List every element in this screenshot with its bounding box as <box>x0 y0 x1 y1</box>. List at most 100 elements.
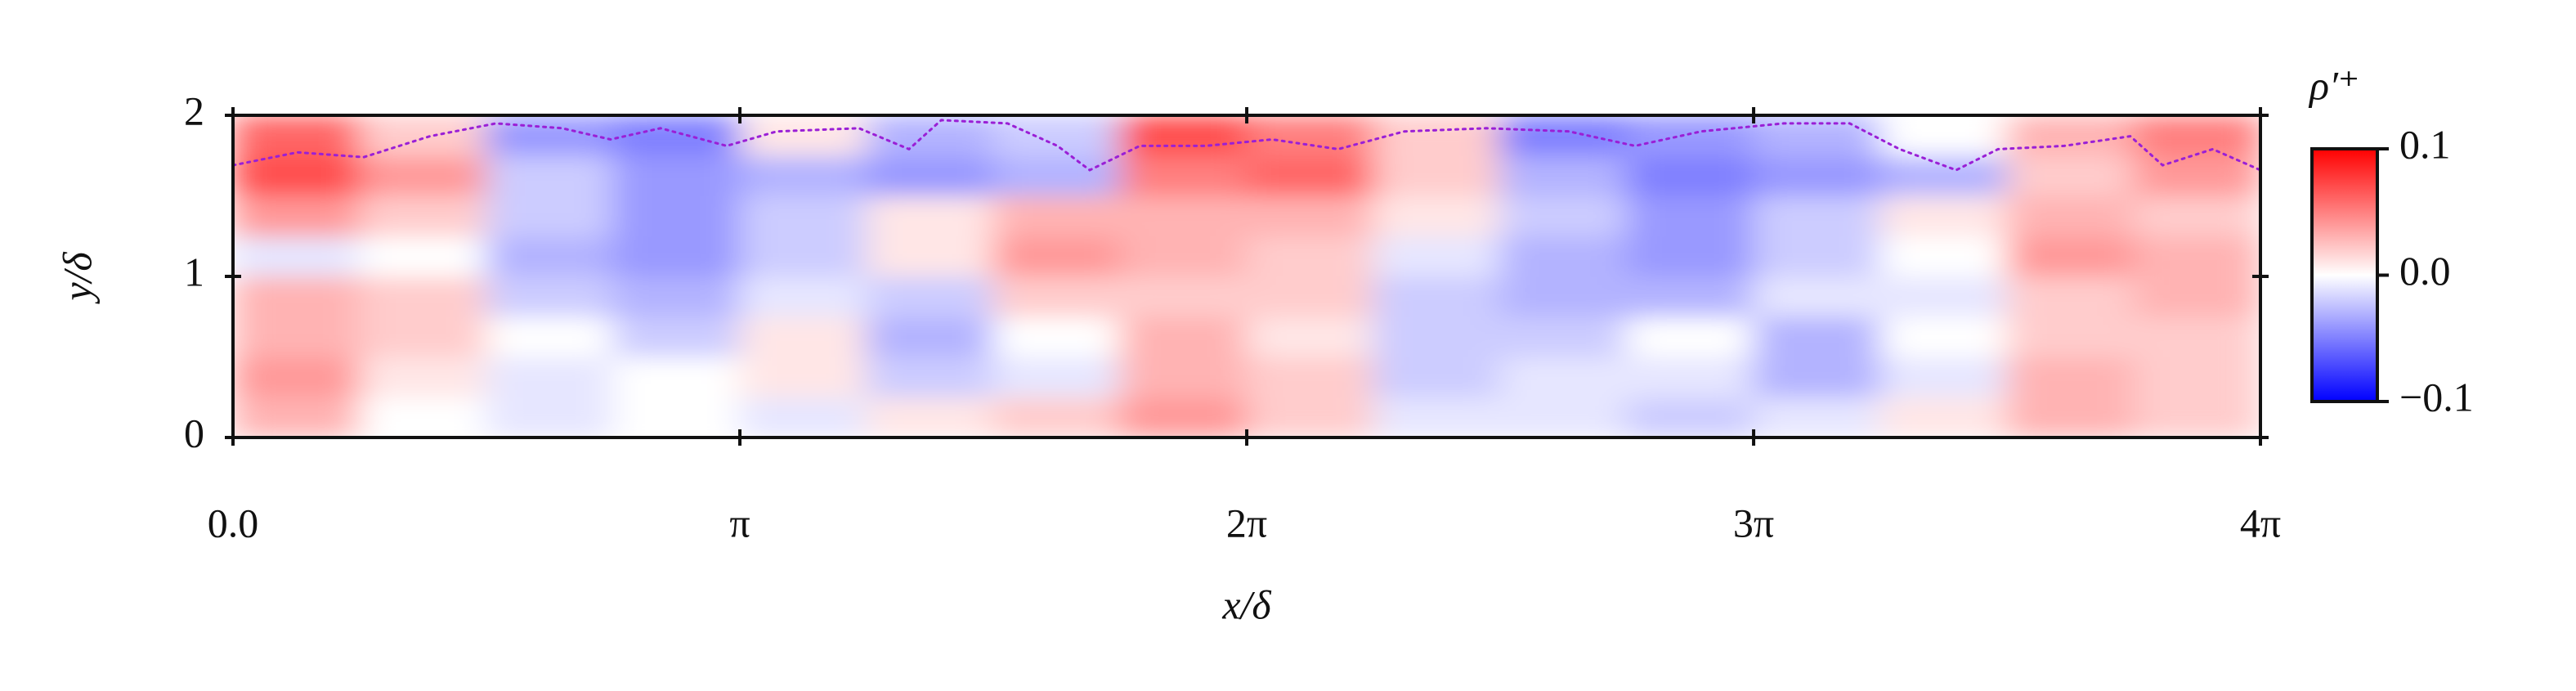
heat-cell <box>1499 115 1628 156</box>
heat-cell <box>992 276 1121 317</box>
heat-cell <box>359 195 487 237</box>
heat-cell <box>1879 397 2008 437</box>
heat-cell <box>1246 115 1374 156</box>
heat-cell <box>486 276 614 317</box>
heat-cell <box>1373 236 1501 277</box>
heat-cell <box>1119 236 1248 277</box>
heat-cell <box>2133 316 2260 357</box>
heat-cell <box>1373 276 1501 317</box>
heat-cell <box>1119 276 1248 317</box>
heat-cell <box>1246 357 1374 398</box>
heat-cell <box>992 316 1121 357</box>
heat-cell <box>2006 397 2135 437</box>
heat-cell <box>1499 195 1628 237</box>
heat-cell <box>992 195 1121 237</box>
heat-cell <box>486 155 614 196</box>
heat-cell <box>1246 276 1374 317</box>
heat-cell <box>1626 357 1754 398</box>
heat-cell <box>2133 397 2260 437</box>
heat-cell <box>1753 276 1881 317</box>
heat-cell <box>2006 115 2135 156</box>
heat-cell <box>1753 316 1881 357</box>
heat-cell <box>1373 397 1501 437</box>
heat-cell <box>359 397 487 437</box>
heat-cell <box>1373 357 1501 398</box>
heat-cell <box>1119 155 1248 196</box>
heat-cell <box>1373 155 1501 196</box>
y-axis-label: y/δ <box>54 252 100 305</box>
heat-cell <box>2133 155 2260 196</box>
heat-cell <box>866 397 994 437</box>
heat-cell <box>2006 155 2135 196</box>
heat-cell <box>1879 236 2008 277</box>
heat-cell <box>992 236 1121 277</box>
heat-cell <box>992 155 1121 196</box>
heat-cell <box>1753 397 1881 437</box>
heat-cell <box>612 236 741 277</box>
heat-cell <box>1753 195 1881 237</box>
heat-cell <box>612 276 741 317</box>
heat-cell <box>233 115 361 156</box>
heat-cell <box>1246 316 1374 357</box>
heat-cell <box>359 155 487 196</box>
heat-cell <box>866 115 994 156</box>
heatmap <box>233 115 2260 437</box>
x-tick-label: 4π <box>2240 500 2281 545</box>
heat-cell <box>486 316 614 357</box>
colorbar <box>2310 147 2379 403</box>
y-tick-label: 2 <box>184 87 204 133</box>
heat-cell <box>992 115 1121 156</box>
heat-cell <box>866 316 994 357</box>
heat-cell <box>2006 236 2135 277</box>
heat-cell <box>1499 155 1628 196</box>
y-tick-label: 0 <box>184 410 204 455</box>
heat-cell <box>1119 115 1248 156</box>
heat-cell <box>1753 236 1881 277</box>
heat-cell <box>2133 195 2260 237</box>
heat-cell <box>1626 195 1754 237</box>
heat-cell <box>1499 397 1628 437</box>
heat-cell <box>1246 155 1374 196</box>
y-tick-label: 1 <box>184 249 204 294</box>
heat-cell <box>612 316 741 357</box>
heat-cell <box>1879 115 2008 156</box>
heat-cell <box>1753 357 1881 398</box>
x-tick-label: 2π <box>1226 500 1267 545</box>
heat-cell <box>2133 236 2260 277</box>
heatmap-cells <box>233 115 2260 437</box>
heat-cell <box>1879 276 2008 317</box>
heat-cell <box>739 357 867 398</box>
x-tick-label: 0.0 <box>208 500 259 545</box>
heat-cell <box>992 357 1121 398</box>
heat-cell <box>233 397 361 437</box>
heat-cell <box>1879 316 2008 357</box>
ticks: 0.0 π 2π 3π 4π 0 1 2 −0.1 0.0 0.1 <box>184 87 2474 545</box>
heat-cell <box>233 236 361 277</box>
heat-cell <box>612 115 741 156</box>
heat-cell <box>992 397 1121 437</box>
heat-cell <box>612 397 741 437</box>
heat-cell <box>1879 357 2008 398</box>
heat-cell <box>486 357 614 398</box>
heat-cell <box>1246 397 1374 437</box>
heat-cell <box>2133 357 2260 398</box>
heat-cell <box>1626 316 1754 357</box>
heat-cell <box>1119 195 1248 237</box>
heat-cell <box>866 276 994 317</box>
heat-cell <box>1499 276 1628 317</box>
heat-cell <box>866 236 994 277</box>
heat-cell <box>2133 115 2260 156</box>
heat-cell <box>2006 276 2135 317</box>
heat-cell <box>1246 236 1374 277</box>
heat-cell <box>233 357 361 398</box>
heat-cell <box>1626 397 1754 437</box>
heat-cell <box>1373 195 1501 237</box>
heat-cell <box>612 195 741 237</box>
heat-cell <box>1626 276 1754 317</box>
heat-cell <box>1879 155 2008 196</box>
heat-cell <box>1499 316 1628 357</box>
heat-cell <box>1626 115 1754 156</box>
heat-cell <box>866 155 994 196</box>
